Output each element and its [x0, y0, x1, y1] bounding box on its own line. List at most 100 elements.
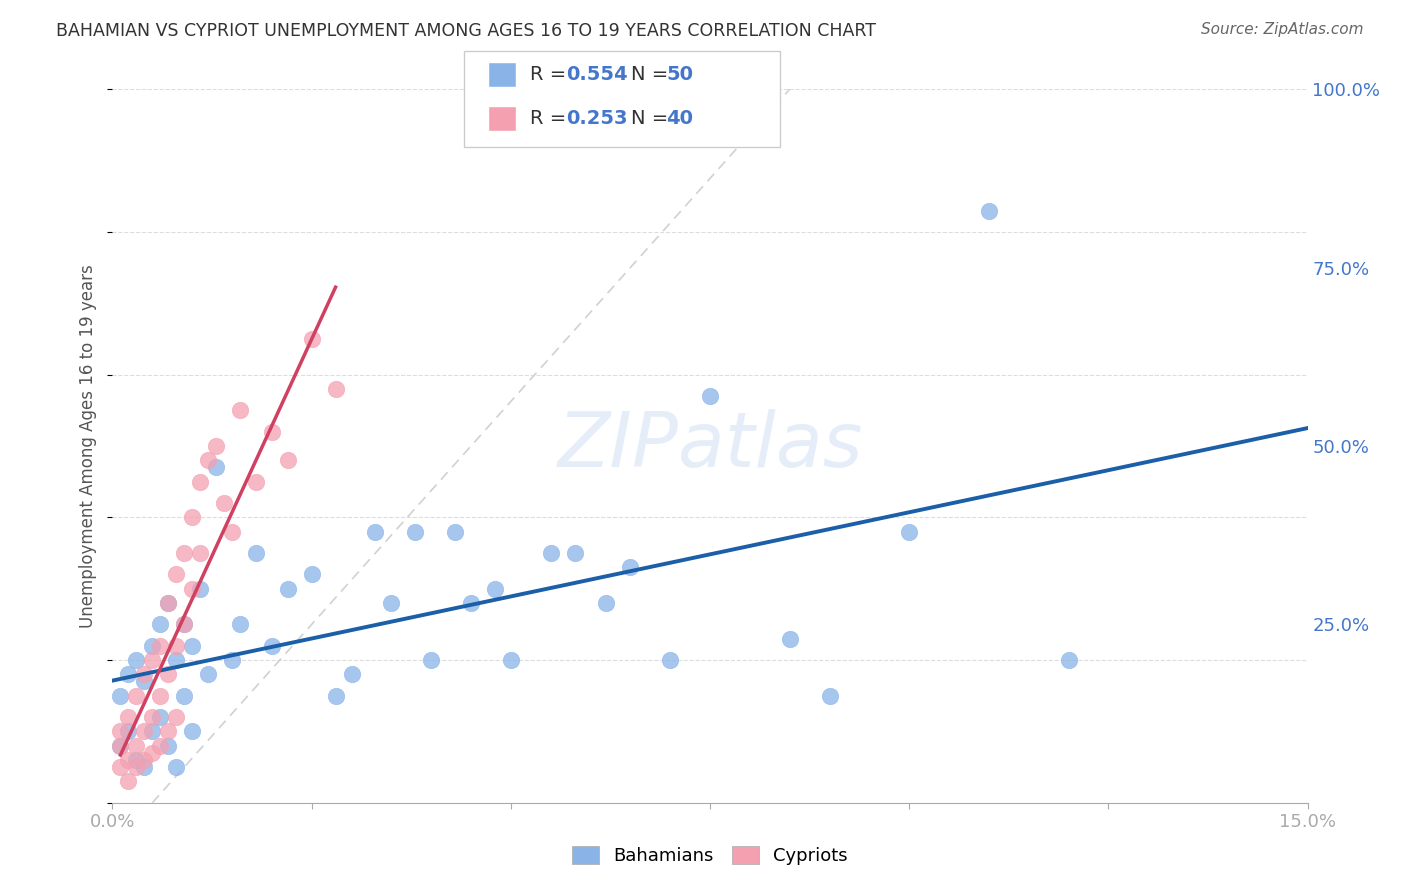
Point — [277, 453, 299, 467]
Point — [205, 439, 228, 453]
Point — [659, 653, 682, 667]
Point — [141, 724, 163, 739]
Point — [301, 332, 323, 346]
Point — [157, 724, 180, 739]
Point — [117, 774, 139, 789]
Point — [325, 382, 347, 396]
Point — [125, 739, 148, 753]
Text: BAHAMIAN VS CYPRIOT UNEMPLOYMENT AMONG AGES 16 TO 19 YEARS CORRELATION CHART: BAHAMIAN VS CYPRIOT UNEMPLOYMENT AMONG A… — [56, 22, 876, 40]
Y-axis label: Unemployment Among Ages 16 to 19 years: Unemployment Among Ages 16 to 19 years — [79, 264, 97, 628]
Text: ZIPatlas: ZIPatlas — [557, 409, 863, 483]
Point — [619, 560, 641, 574]
Point — [229, 403, 252, 417]
Point — [595, 596, 617, 610]
Point — [197, 453, 219, 467]
Point — [245, 546, 267, 560]
Point — [460, 596, 482, 610]
Text: 0.554: 0.554 — [567, 65, 628, 84]
Point — [141, 653, 163, 667]
Point — [212, 496, 235, 510]
Point — [134, 674, 156, 689]
Point — [149, 617, 172, 632]
Text: 0.253: 0.253 — [567, 109, 628, 128]
Point — [260, 639, 283, 653]
Point — [125, 689, 148, 703]
Point — [165, 639, 187, 653]
Point — [245, 475, 267, 489]
Text: Source: ZipAtlas.com: Source: ZipAtlas.com — [1201, 22, 1364, 37]
Point — [110, 724, 132, 739]
Point — [181, 639, 204, 653]
Point — [173, 617, 195, 632]
Point — [149, 710, 172, 724]
Point — [540, 546, 562, 560]
Point — [141, 710, 163, 724]
Point — [157, 596, 180, 610]
Legend: Bahamians, Cypriots: Bahamians, Cypriots — [572, 846, 848, 865]
Point — [197, 667, 219, 681]
Point — [818, 689, 841, 703]
Point — [173, 689, 195, 703]
Point — [157, 596, 180, 610]
Point — [157, 667, 180, 681]
Point — [134, 760, 156, 774]
Point — [325, 689, 347, 703]
Point — [149, 689, 172, 703]
Point — [181, 510, 204, 524]
Point — [110, 739, 132, 753]
Point — [165, 653, 187, 667]
Point — [157, 739, 180, 753]
Point — [110, 760, 132, 774]
Point — [110, 689, 132, 703]
Point — [277, 582, 299, 596]
Point — [779, 632, 801, 646]
Point — [181, 724, 204, 739]
Point — [165, 710, 187, 724]
Text: 50: 50 — [666, 65, 693, 84]
Point — [260, 425, 283, 439]
Point — [1057, 653, 1080, 667]
Point — [125, 760, 148, 774]
Point — [117, 724, 139, 739]
Point — [149, 639, 172, 653]
Point — [149, 739, 172, 753]
Point — [117, 710, 139, 724]
Point — [301, 567, 323, 582]
Point — [221, 653, 243, 667]
Text: R =: R = — [530, 109, 572, 128]
Point — [134, 724, 156, 739]
Point — [380, 596, 402, 610]
Point — [165, 760, 187, 774]
Point — [141, 746, 163, 760]
Point — [564, 546, 586, 560]
Point — [110, 739, 132, 753]
Point — [205, 460, 228, 475]
Point — [125, 753, 148, 767]
Text: N =: N = — [631, 109, 675, 128]
Point — [188, 546, 211, 560]
Point — [188, 475, 211, 489]
Point — [499, 653, 522, 667]
Point — [134, 667, 156, 681]
Point — [188, 582, 211, 596]
Point — [898, 524, 921, 539]
Point — [699, 389, 721, 403]
Point — [181, 582, 204, 596]
Point — [221, 524, 243, 539]
Point — [165, 567, 187, 582]
Point — [125, 653, 148, 667]
Point — [141, 639, 163, 653]
Point — [404, 524, 426, 539]
Point — [134, 753, 156, 767]
Text: 40: 40 — [666, 109, 693, 128]
Point — [484, 582, 506, 596]
Point — [229, 617, 252, 632]
Point — [340, 667, 363, 681]
Point — [444, 524, 467, 539]
Point — [117, 667, 139, 681]
Text: N =: N = — [631, 65, 675, 84]
Point — [364, 524, 387, 539]
Point — [173, 546, 195, 560]
Point — [420, 653, 443, 667]
Point — [977, 203, 1000, 218]
